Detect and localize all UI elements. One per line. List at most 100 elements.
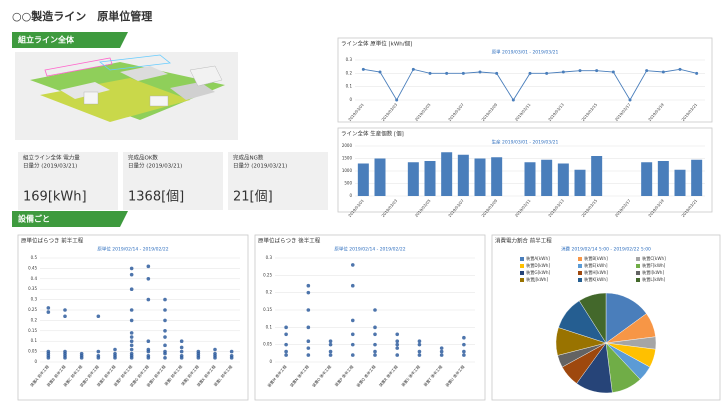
y-tick-label: 0.1 [266,324,273,329]
kpi-label: 完成品OK数 [128,154,158,162]
chart-subtitle: 原単位 2019/02/14 - 2019/02/22 [334,246,405,253]
kpi-period: 日量分 (2019/03/21) [128,162,182,170]
scatter-point [462,349,466,354]
legend-swatch [520,278,524,282]
legend-label: 装置C[kWh] [642,255,666,262]
scatter-point [163,329,167,333]
scatter-point [350,332,355,337]
legend-swatch [636,264,640,268]
y-tick-label: 0.05 [263,342,272,347]
line-point [495,71,499,75]
scatter-point [129,287,134,292]
scatter-point [284,325,288,330]
bar [407,162,419,196]
scatter-point [306,325,311,330]
y-tick-label: 0.2 [346,70,353,75]
scatter-point [129,335,134,339]
kpi-label: 組立ライン全体 電力量 [23,154,80,162]
kpi-card [228,152,328,210]
scatter-point [163,356,167,360]
scatter-point [179,353,184,358]
scatter-point [163,349,167,354]
scatter-point [439,349,444,354]
scatter-point [395,346,400,350]
line-point [478,70,482,74]
y-tick-label: 1500 [342,156,353,161]
scatter-point [417,349,422,354]
scatter-point [306,353,311,357]
y-tick-label: 0.2 [31,317,38,322]
scatter-point [229,353,234,358]
section-title: 組立ライン全体 [18,35,75,45]
scatter-point [328,349,333,354]
kpi-value: 21[個] [233,190,273,205]
page-title: ○○製造ライン 原単位管理 [12,9,152,23]
bar [691,159,703,196]
chart-subtitle: 原単位 2019/02/14 - 2019/02/22 [97,246,168,253]
scatter-point [284,353,288,357]
scatter-point [129,331,134,335]
section-banner [12,211,128,227]
scatter-point [63,308,67,312]
chart-panel [254,234,486,401]
chart-title: ライン全体 原単位 [kWh/個] [341,40,412,48]
scatter-point [284,349,288,354]
legend-swatch [636,278,640,282]
bar [491,157,503,196]
y-tick-label: 0 [34,359,37,364]
legend-label: 装置J[kWh] [526,276,548,283]
scatter-point [46,306,51,310]
scatter-point [46,349,51,354]
bar [424,161,436,196]
chart-title: 原単位ばらつき 後半工程 [258,237,321,245]
bar [474,158,486,196]
scatter-point [439,346,444,350]
bar [457,154,469,196]
scatter-point [373,349,377,354]
bar [641,162,653,196]
y-tick-label: 500 [344,181,352,186]
bar [524,162,536,196]
bar [357,163,369,196]
line-point [528,71,532,75]
line-point [511,98,515,102]
scatter-point [96,349,101,354]
line-point [428,71,432,75]
scatter-point [46,310,51,314]
legend-label: 装置K[kWh] [584,276,608,283]
factory-image [15,52,238,140]
scatter-point [146,339,151,344]
scatter-point [196,349,201,354]
scatter-point [146,353,151,358]
scatter-point [350,318,355,323]
legend-swatch [636,257,640,261]
scatter-point [96,353,101,358]
scatter-point [113,351,117,356]
scatter-point [179,345,184,350]
scatter-point [373,353,377,357]
scatter-point [163,308,167,312]
section-title: 設備ごと [18,214,50,224]
scatter-point [306,283,311,288]
y-tick-label: 0.45 [28,265,37,270]
line-point [645,69,649,73]
scatter-point [328,342,333,347]
kpi-value: 169[kWh] [23,190,87,205]
scatter-point [179,349,184,354]
y-tick-label: 0.3 [346,57,353,62]
bar [591,156,603,196]
scatter-point [129,339,134,344]
line-point [661,70,665,74]
scatter-point [129,351,134,356]
y-tick-label: 0.25 [28,307,37,312]
line-point [695,71,699,75]
legend-label: 装置E[kWh] [584,262,608,269]
scatter-point [306,308,311,312]
scatter-point [373,308,377,312]
bar [574,169,586,196]
chart-panel [337,37,713,123]
line-point [461,71,465,75]
legend-label: 装置B[kWh] [584,255,608,262]
scatter-point [163,335,167,339]
legend-swatch [578,278,582,282]
